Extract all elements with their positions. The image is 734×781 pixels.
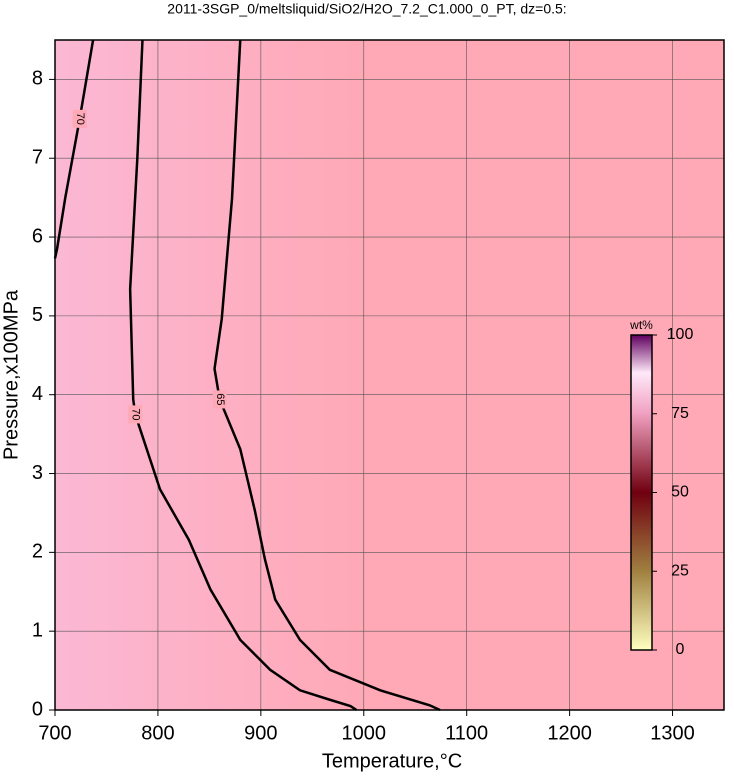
colorbar-tick-label: 0	[676, 641, 685, 658]
contour-label-bg	[128, 405, 143, 424]
contour-label: 70	[129, 408, 141, 420]
y-tick-label: 0	[32, 698, 43, 720]
colorbar-tick-label: 50	[671, 484, 689, 501]
y-tick-label: 4	[32, 383, 43, 405]
chart-title: 2011-3SGP_0/meltsliquid/SiO2/H2O_7.2_C1.…	[167, 1, 566, 17]
colorbar-tick-label: 25	[671, 562, 689, 579]
y-tick-label: 1	[32, 619, 43, 641]
y-axis-label: Pressure,x100MPa	[0, 289, 22, 460]
contour-label: 70	[74, 113, 86, 125]
x-tick-label: 800	[141, 722, 174, 744]
contour-label-bg	[212, 390, 227, 409]
contour-line	[128, 39, 358, 712]
colorbar	[630, 334, 653, 651]
contour-line	[213, 39, 441, 712]
x-tick-label: 1000	[342, 722, 387, 744]
y-tick-label: 8	[32, 68, 43, 90]
y-tick-label: 3	[32, 462, 43, 484]
y-tick-label: 2	[32, 541, 43, 563]
plot-shade	[55, 40, 355, 710]
contour-label: 65	[214, 393, 226, 405]
colorbar-label: wt%	[629, 318, 653, 332]
contour-label-bg	[72, 109, 87, 128]
y-tick-label: 7	[32, 147, 43, 169]
colorbar-tick-label: 75	[671, 405, 689, 422]
x-axis-label: Temperature,°C	[322, 750, 462, 772]
x-tick-label: 1200	[547, 722, 592, 744]
colorbar-tick-label: 100	[667, 326, 694, 343]
y-tick-label: 5	[32, 304, 43, 326]
x-tick-label: 1100	[445, 722, 488, 744]
contour-line	[53, 39, 95, 259]
x-tick-label: 1300	[650, 722, 695, 744]
plot-frame	[54, 39, 725, 711]
y-tick-label: 6	[32, 225, 43, 247]
x-tick-label: 700	[38, 722, 71, 744]
x-tick-label: 900	[244, 722, 277, 744]
